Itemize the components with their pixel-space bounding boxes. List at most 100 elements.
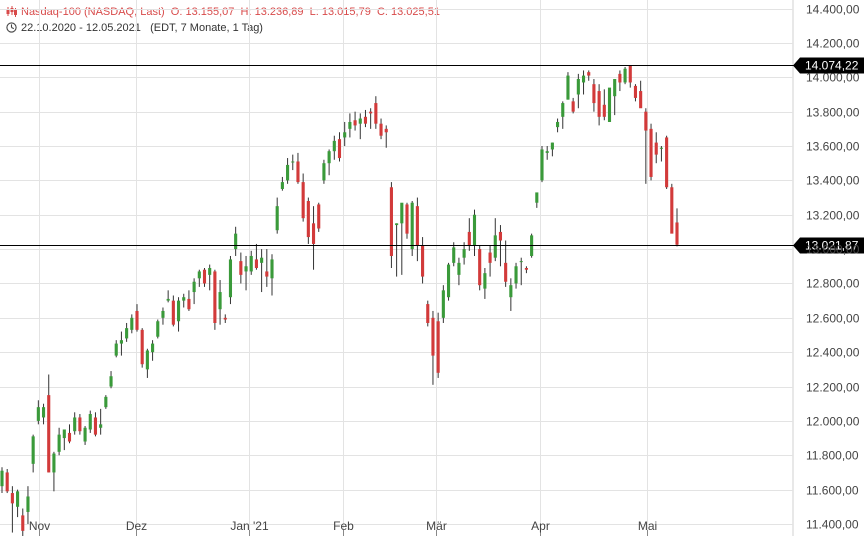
candle (197, 269, 201, 287)
candle (576, 73, 580, 109)
candle (545, 146, 549, 160)
candle-body (62, 429, 66, 439)
candle-body (654, 142, 658, 155)
candle (280, 176, 284, 191)
candle-body (202, 269, 207, 284)
candle (270, 254, 274, 296)
candle (5, 469, 9, 494)
candle-body (291, 161, 295, 163)
candle (16, 489, 20, 518)
candle-body (47, 395, 51, 473)
candle (446, 262, 451, 301)
candle-body (374, 103, 378, 124)
candle-body (125, 328, 129, 339)
candle-body (343, 132, 347, 138)
candle-body (410, 202, 414, 250)
candle-body (576, 79, 580, 95)
candle (332, 135, 336, 160)
x-tick-label: Dez (126, 519, 147, 533)
candle-body (41, 407, 46, 418)
candle-body (566, 75, 570, 100)
candle-body (166, 298, 170, 301)
y-tick-label: 13.600,00 (806, 140, 860, 154)
candle-body (452, 247, 456, 263)
candle (358, 113, 362, 140)
candle (524, 266, 528, 274)
candle-body (73, 417, 77, 432)
candle-body (104, 396, 108, 408)
candle-body (535, 192, 539, 203)
clock-icon (6, 22, 17, 33)
candle (88, 410, 92, 433)
reference-value-box (793, 57, 864, 74)
candle-body (0, 470, 4, 487)
candle (379, 118, 383, 140)
candle (488, 245, 492, 277)
candle-body (659, 147, 663, 149)
candle-body (353, 120, 357, 126)
candle (239, 252, 243, 284)
candle (218, 280, 222, 325)
candle (171, 295, 175, 327)
candle-body (545, 151, 549, 153)
candle (296, 152, 300, 184)
candle (519, 257, 523, 286)
candle (36, 400, 40, 425)
candle-body (509, 285, 513, 298)
candle (384, 125, 388, 148)
candle (151, 340, 155, 361)
candle-body (301, 182, 305, 219)
x-tick-label: Jan '21 (230, 519, 269, 533)
candle-body (400, 202, 404, 224)
candle-body (140, 329, 144, 365)
candle-body (524, 268, 528, 270)
candle-body (613, 79, 617, 97)
y-tick-label: 11.400,00 (806, 518, 859, 532)
candle (208, 264, 212, 291)
candle-body (286, 164, 290, 181)
candle (301, 173, 305, 222)
candle (260, 249, 264, 293)
candle (145, 348, 149, 378)
candle-body (462, 249, 466, 258)
y-tick-label: 13.200,00 (806, 209, 860, 223)
candle-body (187, 298, 191, 310)
candle-body (135, 310, 139, 330)
candle-body (426, 304, 430, 323)
candle (628, 65, 632, 88)
candle (176, 297, 181, 332)
candle (587, 70, 591, 81)
candle (452, 242, 456, 267)
candle (52, 451, 56, 492)
y-axis: 11.400,00 11.600,00 11.800,00 12.000,00 12.2… (806, 3, 860, 532)
candle-body (275, 206, 279, 231)
candle-body (337, 139, 342, 159)
candle (322, 159, 326, 184)
candle-body (161, 310, 165, 318)
candle (249, 250, 253, 275)
y-tick-label: 11.600,00 (806, 484, 859, 498)
candle (353, 111, 357, 131)
reference-value-label: 13.021,87 (805, 239, 859, 253)
candle-body (234, 233, 238, 250)
candle (561, 101, 565, 129)
candle (509, 278, 513, 311)
candle-body (10, 493, 14, 504)
candle (62, 429, 66, 451)
candle-body (618, 73, 622, 83)
candle-body (467, 231, 471, 246)
candle (363, 109, 368, 128)
candle (47, 374, 51, 473)
candle-body (358, 118, 362, 124)
candle-body (119, 340, 123, 344)
candle-body (431, 317, 435, 356)
candle-body (332, 140, 336, 152)
candle-body (93, 417, 98, 435)
candle (670, 183, 674, 234)
candle-body (639, 91, 643, 109)
candle (119, 331, 123, 356)
candle-body (571, 101, 575, 112)
candle (21, 508, 25, 536)
candle (597, 84, 601, 126)
